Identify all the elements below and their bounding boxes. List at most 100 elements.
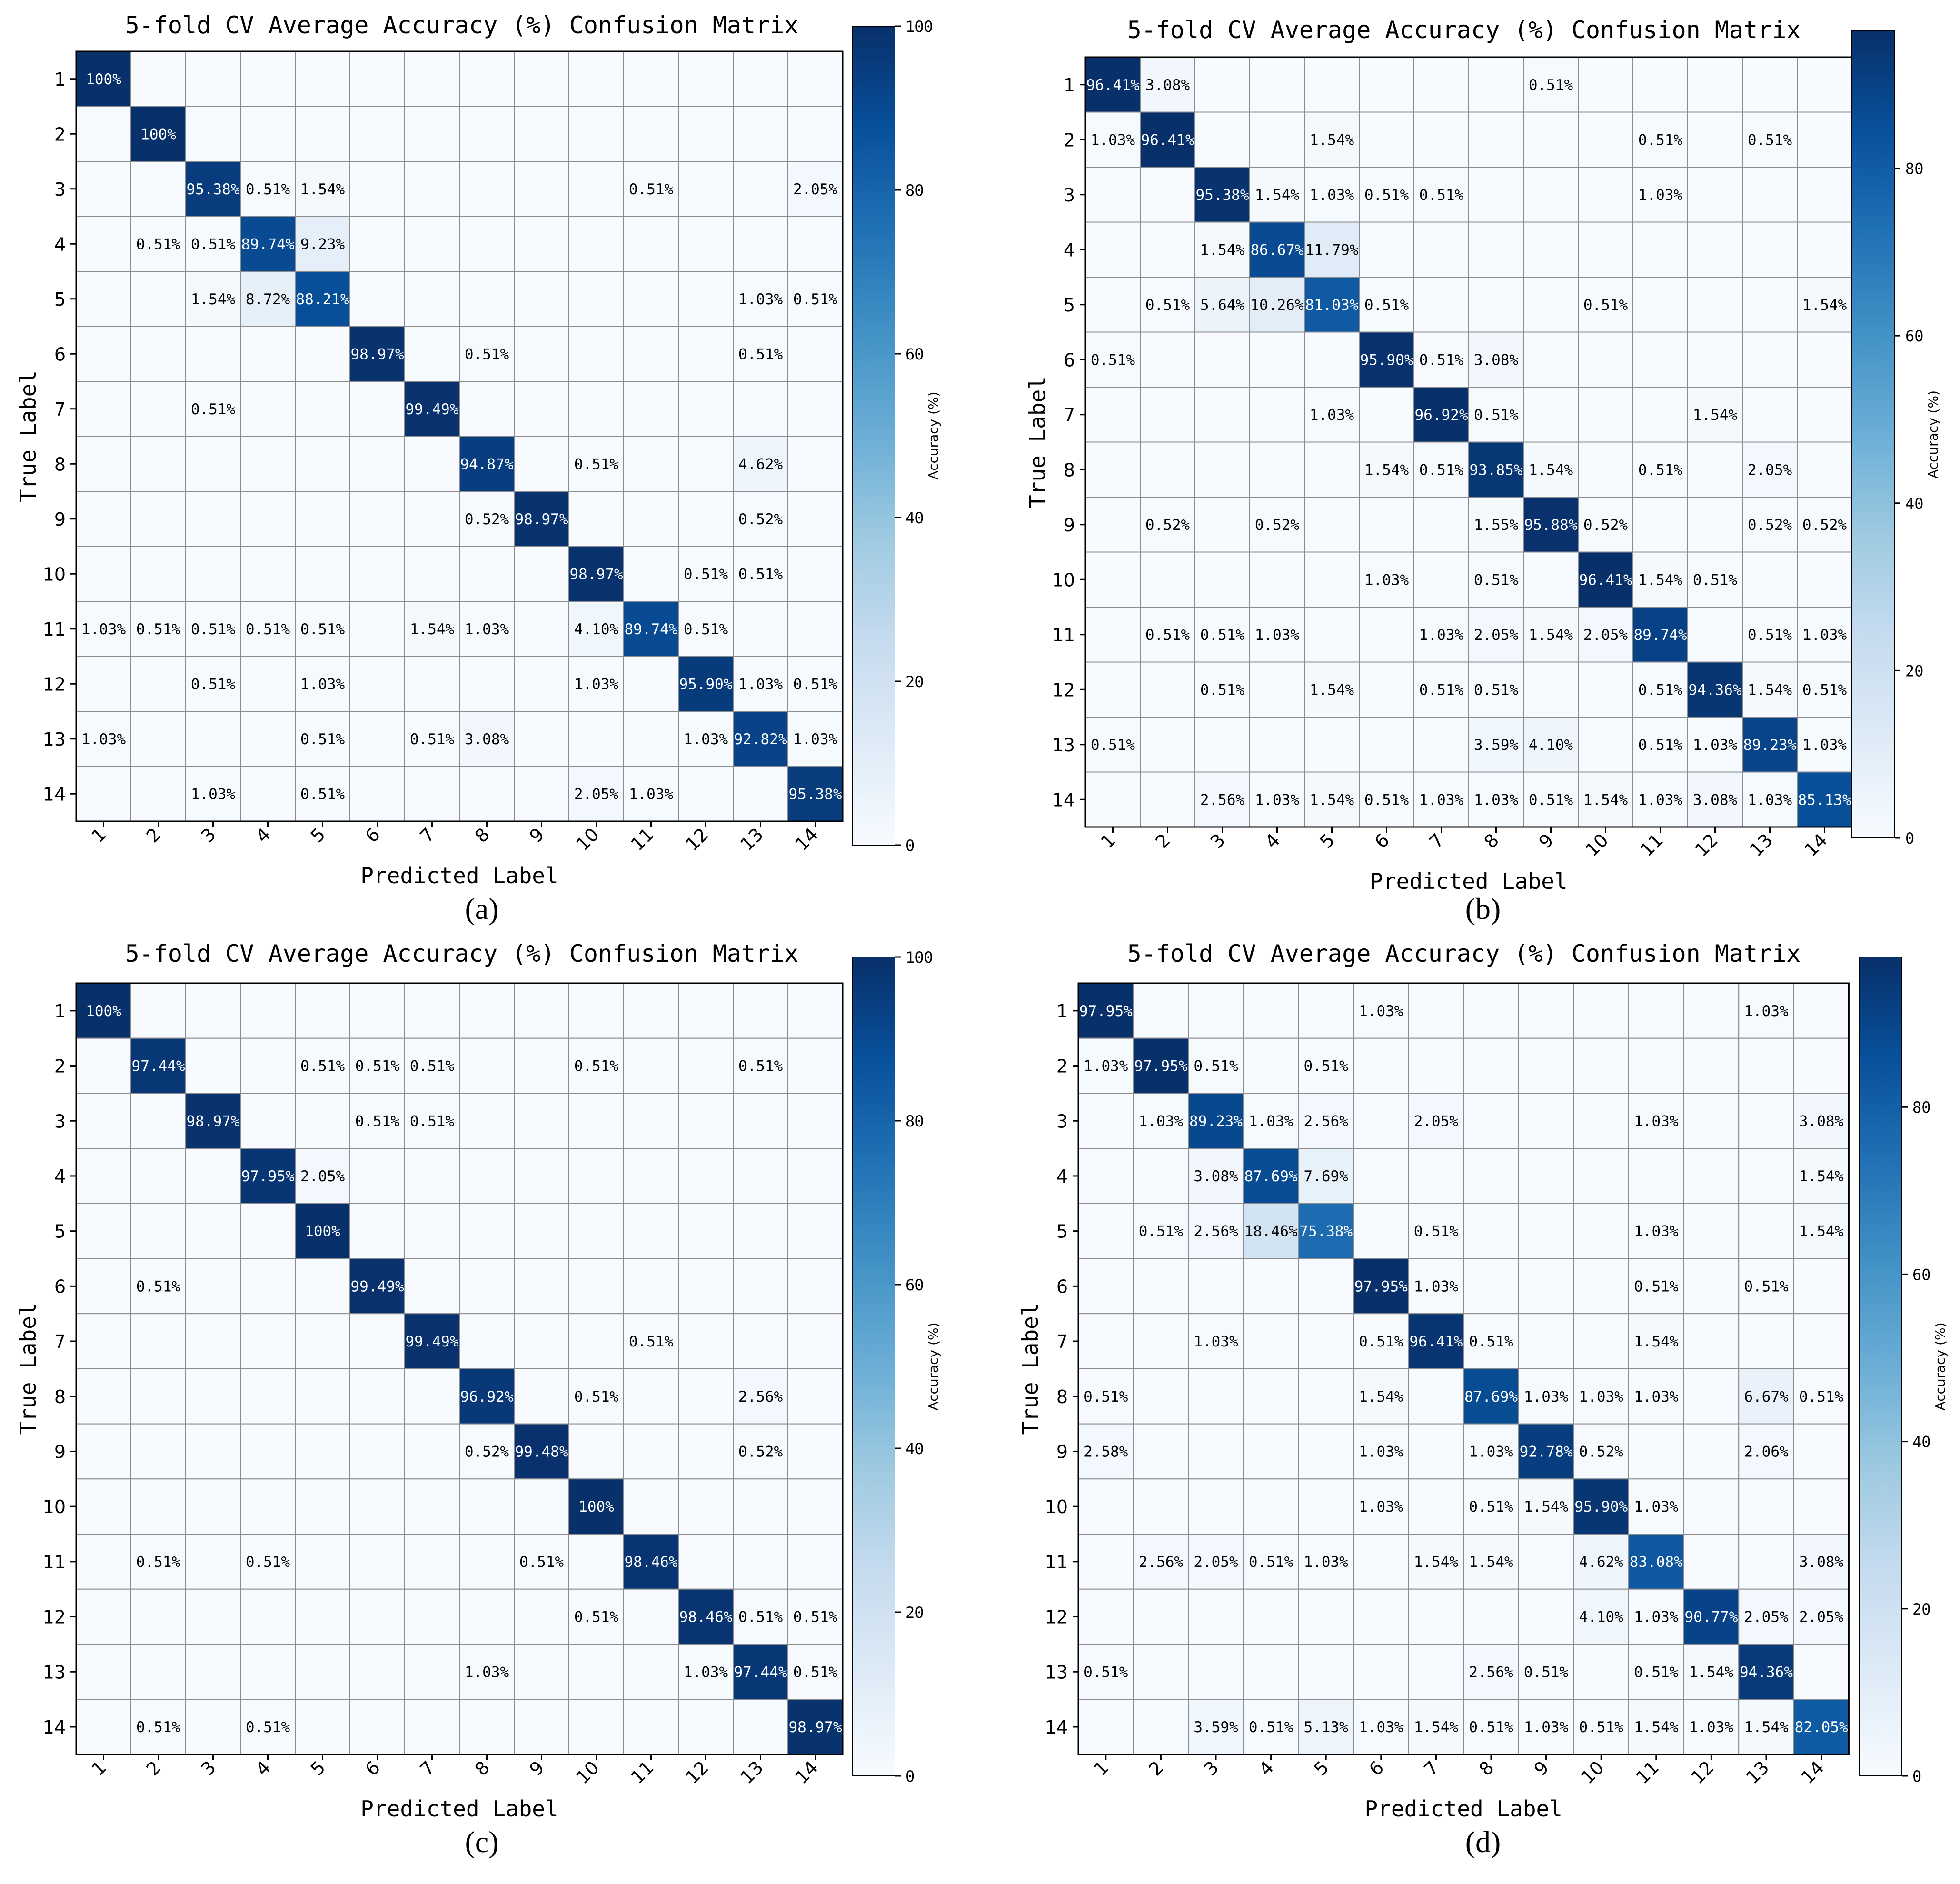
cell-r5-c10 — [568, 1203, 624, 1259]
cell-value-label: 1.03% — [1194, 1333, 1238, 1350]
cell-r6-c4 — [1243, 1258, 1299, 1315]
cell-r5-c2 — [1140, 277, 1195, 333]
cell-value-label: 1.03% — [1638, 791, 1683, 808]
cell-r14-c6 — [349, 1699, 405, 1755]
cell-r11-c7 — [1408, 1534, 1464, 1590]
cell-r3-c10 — [568, 1093, 624, 1149]
cell-r5-c3 — [1188, 1203, 1244, 1259]
cell-r10-c6 — [349, 546, 405, 602]
colorbar-tick-label: 0 — [1912, 1767, 1921, 1785]
cell-r5-c2 — [130, 271, 186, 327]
cell-r8-c11 — [1632, 441, 1688, 498]
cell-r7-c3 — [1194, 387, 1250, 443]
cell-value-label: 0.51% — [1638, 681, 1683, 698]
cell-r6-c2 — [130, 326, 186, 382]
cell-r3-c10 — [1578, 167, 1633, 223]
cell-r6-c14 — [787, 326, 843, 382]
cell-r5-c4 — [240, 1203, 296, 1259]
cell-value-label: 0.51% — [246, 1554, 290, 1571]
cell-r8-c5 — [1304, 441, 1360, 498]
cell-r7-c5 — [295, 381, 350, 437]
cell-r3-c12 — [678, 161, 734, 217]
cell-r11-c6 — [1359, 607, 1414, 663]
heatmap-cells: 97.95% 1.03% 1.03% 1.03% 97.95% 0.51% 0.51% 1.0… — [1078, 983, 1850, 1755]
cell-value-label: 0.51% — [191, 236, 236, 253]
y-tick-label: 9 — [54, 1441, 66, 1462]
cell-r9-c10 — [1578, 497, 1633, 553]
cell-value-label: 4.10% — [1579, 1609, 1624, 1626]
cell-r7-c14 — [1797, 387, 1852, 443]
cell-r2-c9 — [1523, 111, 1579, 168]
cell-r12-c5 — [295, 1588, 350, 1645]
x-axis-label: Predicted Label — [360, 863, 558, 888]
cell-r5-c5 — [295, 271, 350, 327]
cell-r5-c6 — [349, 271, 405, 327]
cell-value-label: 0.52% — [1255, 517, 1300, 534]
cell-r10-c9 — [1518, 1478, 1574, 1535]
cell-r7-c13 — [1738, 1313, 1794, 1369]
cell-value-label: 0.51% — [684, 621, 728, 638]
cell-r6-c10 — [568, 1258, 624, 1315]
cell-r13-c9 — [514, 1644, 569, 1700]
cell-value-label: 3.08% — [465, 731, 509, 748]
cell-r2-c12 — [678, 1037, 734, 1094]
cell-value-label: 1.54% — [1583, 791, 1628, 808]
cell-r9-c1 — [76, 491, 131, 547]
heatmap-cells: 100% 100% 95.38% 0.51% 1.54% 0.51% 2.05% 0.51% 0… — [76, 51, 843, 822]
cell-r6-c1 — [76, 1258, 131, 1315]
y-tick-label: 2 — [54, 1056, 66, 1077]
cell-r10-c7 — [1413, 551, 1469, 608]
cell-value-label: 0.51% — [1419, 351, 1464, 369]
cell-r11-c9 — [514, 601, 569, 657]
cell-r14-c13 — [733, 1699, 788, 1755]
cell-value-label: 81.03% — [1305, 297, 1359, 314]
cell-r5-c1 — [1085, 277, 1141, 333]
cell-r13-c3 — [185, 1644, 241, 1700]
cell-r1-c2 — [1140, 57, 1195, 113]
cell-r10-c12 — [678, 546, 734, 602]
cell-value-label: 0.51% — [1524, 1664, 1569, 1681]
cell-r12-c4 — [1243, 1588, 1299, 1645]
cell-value-label: 0.51% — [1091, 351, 1135, 369]
cell-r6-c11 — [623, 326, 679, 382]
cell-value-label: 98.97% — [515, 511, 568, 528]
heatmap-cells: 96.41% 3.08% 0.51% 1.03% 96.41% 1.54% 0.51% 0.5… — [1085, 57, 1852, 827]
cell-value-label: 1.54% — [1200, 241, 1245, 259]
cell-value-label: 1.54% — [1359, 1388, 1403, 1406]
cell-r5-c2 — [1133, 1203, 1189, 1259]
cell-r2-c3 — [1194, 111, 1250, 168]
cell-r4-c7 — [404, 216, 460, 272]
cell-r2-c14 — [1797, 111, 1852, 168]
cell-r3-c14 — [1793, 1093, 1850, 1149]
cell-r4-c11 — [1628, 1148, 1684, 1204]
colorbar-tick-label: 40 — [905, 1440, 924, 1458]
cell-r7-c8 — [1468, 387, 1524, 443]
cell-value-label: 2.56% — [1469, 1664, 1513, 1681]
cell-r2-c11 — [623, 106, 679, 162]
cell-r4-c13 — [1742, 221, 1798, 278]
colorbar-tick-label: 20 — [905, 1604, 924, 1622]
cell-value-label: 1.54% — [1529, 627, 1573, 644]
cell-r14-c2 — [130, 1699, 186, 1755]
cell-value-label: 1.54% — [410, 621, 455, 638]
cell-r1-c14 — [787, 983, 843, 1039]
cell-value-label: 98.97% — [187, 1113, 240, 1130]
cell-r10-c7 — [404, 1478, 460, 1535]
cell-r7-c13 — [1742, 387, 1798, 443]
cell-r1-c7 — [404, 51, 460, 107]
cell-r3-c14 — [787, 1093, 843, 1149]
colorbar-tick-label: 100 — [905, 18, 933, 36]
cell-value-label: 1.54% — [1638, 571, 1683, 588]
cell-r11-c1 — [76, 601, 131, 657]
cell-r9-c3 — [185, 1423, 241, 1480]
cell-r11-c11 — [1628, 1534, 1684, 1590]
cell-r7-c1 — [1085, 387, 1141, 443]
cell-r1-c5 — [1298, 983, 1354, 1039]
cell-r10-c2 — [1133, 1478, 1189, 1535]
cell-r10-c6 — [349, 1478, 405, 1535]
cell-r11-c5 — [295, 601, 350, 657]
cell-r3-c8 — [459, 161, 515, 217]
cell-value-label: 1.03% — [465, 1664, 509, 1681]
cell-value-label: 0.51% — [1139, 1223, 1184, 1240]
y-tick-label: 6 — [54, 344, 66, 365]
